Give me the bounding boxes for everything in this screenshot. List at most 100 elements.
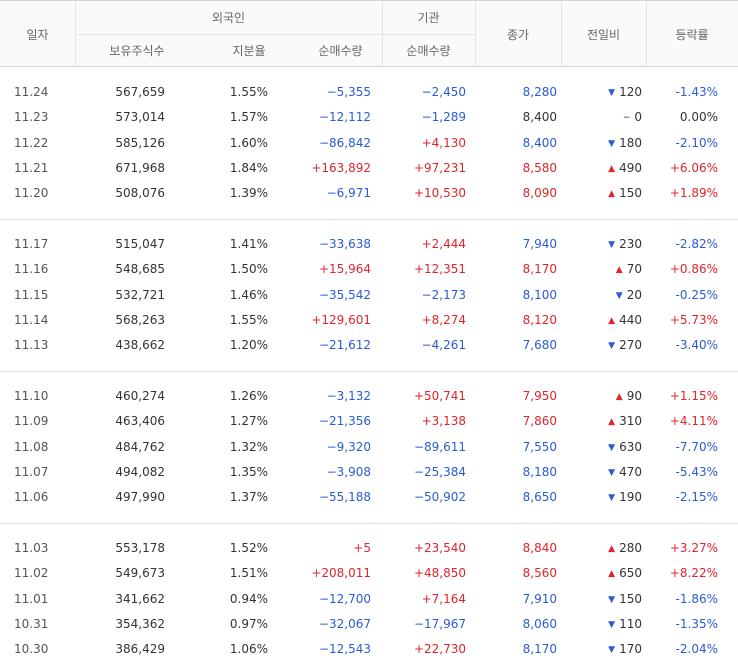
holding-cell: 484,762 xyxy=(115,439,165,454)
rate-cell: -2.10% xyxy=(675,135,718,150)
header-date: 일자 xyxy=(26,27,49,42)
inst-net-cell: +8,274 xyxy=(421,312,466,327)
table-row: 11.16 548,685 1.50% +15,964 +12,351 8,170 ▲ 70 +… xyxy=(0,257,738,282)
diff-cell: ▲ 150 xyxy=(608,181,642,206)
diff-value: 90 xyxy=(626,389,642,403)
close-cell: 8,060 xyxy=(522,616,557,631)
inst-net-cell: −25,384 xyxy=(413,464,466,479)
diff-value: 70 xyxy=(626,262,642,277)
foreign-net-cell: +129,601 xyxy=(311,312,371,327)
inst-net-cell: +50,741 xyxy=(413,389,466,403)
close-cell: 8,840 xyxy=(522,541,557,555)
rate-cell: -2.15% xyxy=(675,490,718,505)
rate-cell: +0.86% xyxy=(669,262,718,277)
foreign-net-cell: +5 xyxy=(353,541,371,555)
inst-net-cell: +97,231 xyxy=(413,160,466,175)
diff-value: 280 xyxy=(619,541,642,555)
table-row: 11.10 460,274 1.26% −3,132 +50,741 7,950 ▲ 90 +1… xyxy=(0,384,738,409)
rate-cell: -2.82% xyxy=(675,237,718,251)
ratio-cell: 1.55% xyxy=(229,85,268,99)
rate-cell: -1.86% xyxy=(675,591,718,606)
table-row: 11.06 497,990 1.37% −55,188 −50,902 8,650 ▼ 190… xyxy=(0,485,738,510)
date-cell: 11.24 xyxy=(14,85,49,99)
table-row: 11.01 341,662 0.94% −12,700 +7,164 7,910 ▼ 150 -… xyxy=(0,587,738,612)
date-cell: 11.07 xyxy=(14,464,49,479)
ratio-cell: 1.32% xyxy=(229,439,268,454)
table-row: 11.03 553,178 1.52% +5 +23,540 8,840 ▲ 280 +3.27… xyxy=(0,536,738,561)
close-cell: 8,120 xyxy=(522,312,557,327)
rate-cell: +1.15% xyxy=(669,389,718,403)
header-holding: 보유주식수 xyxy=(109,44,165,58)
close-cell: 8,170 xyxy=(522,642,557,657)
inst-net-cell: +7,164 xyxy=(421,591,466,606)
rate-cell: -1.43% xyxy=(675,85,718,99)
holding-cell: 354,362 xyxy=(115,616,165,631)
date-cell: 11.01 xyxy=(14,591,49,606)
holding-cell: 549,673 xyxy=(115,566,165,581)
diff-cell: ▲ 650 xyxy=(608,561,642,586)
triangle-up-icon: ▲ xyxy=(615,265,623,276)
close-cell: 8,650 xyxy=(522,490,557,505)
inst-net-cell: +2,444 xyxy=(421,237,466,251)
triangle-up-icon: ▲ xyxy=(608,544,616,554)
rate-cell: +4.11% xyxy=(669,414,718,429)
triangle-up-icon: ▲ xyxy=(615,392,623,402)
header-divider xyxy=(646,1,647,67)
table-row: 11.07 494,082 1.35% −3,908 −25,384 8,180 ▼ 470 -… xyxy=(0,460,738,485)
inst-net-cell: −17,967 xyxy=(413,616,466,631)
table-row: 11.09 463,406 1.27% −21,356 +3,138 7,860 ▲ 310 +… xyxy=(0,409,738,434)
triangle-up-icon: ▲ xyxy=(608,569,616,580)
inst-net-cell: +10,530 xyxy=(413,186,466,201)
inst-net-cell: −2,450 xyxy=(421,85,466,99)
header-divider xyxy=(75,34,475,35)
inst-net-cell: −89,611 xyxy=(413,439,466,454)
group-separator xyxy=(0,523,738,524)
rate-cell: 0.00% xyxy=(679,110,718,125)
ratio-cell: 1.26% xyxy=(229,389,268,403)
inst-net-cell: +23,540 xyxy=(413,541,466,555)
table-row: 11.20 508,076 1.39% −6,971 +10,530 8,090 ▲ 150 +… xyxy=(0,181,738,206)
header-close: 종가 xyxy=(506,27,530,42)
foreign-net-cell: −32,067 xyxy=(318,616,371,631)
date-cell: 11.20 xyxy=(14,186,49,201)
close-cell: 8,560 xyxy=(522,566,557,581)
ratio-cell: 1.55% xyxy=(229,312,268,327)
triangle-up-icon: ▲ xyxy=(608,315,616,326)
diff-cell: ▼ 170 xyxy=(608,637,642,662)
diff-value: 270 xyxy=(619,338,642,353)
date-cell: 11.15 xyxy=(14,287,49,302)
close-cell: 7,910 xyxy=(522,591,557,606)
rate-cell: +5.73% xyxy=(669,312,718,327)
holding-cell: 568,263 xyxy=(115,312,165,327)
foreign-net-cell: +163,892 xyxy=(311,160,371,175)
triangle-down-icon: ▼ xyxy=(608,341,616,352)
date-cell: 11.13 xyxy=(14,338,49,353)
rate-cell: -3.40% xyxy=(675,338,718,353)
rate-cell: -1.35% xyxy=(675,616,718,631)
ratio-cell: 1.27% xyxy=(229,414,268,429)
rate-cell: +6.06% xyxy=(669,160,718,175)
triangle-down-icon: ▼ xyxy=(608,442,616,453)
diff-value: 0 xyxy=(634,110,642,125)
header-rate: 등락률 xyxy=(675,27,709,42)
inst-net-cell: +4,130 xyxy=(421,135,466,150)
date-cell: 11.10 xyxy=(14,389,49,403)
triangle-down-icon: ▼ xyxy=(608,240,616,250)
triangle-down-icon: ▼ xyxy=(608,619,616,630)
date-cell: 11.03 xyxy=(14,541,49,555)
diff-cell: ▼ 120 xyxy=(608,80,642,105)
foreign-net-cell: +208,011 xyxy=(311,566,371,581)
diff-cell: ▼ 270 xyxy=(608,333,642,358)
inst-net-cell: +12,351 xyxy=(413,262,466,277)
inst-net-cell: −50,902 xyxy=(413,490,466,505)
diff-cell: ▲ 70 xyxy=(616,257,642,282)
close-cell: 8,100 xyxy=(522,287,557,302)
rate-cell: +3.27% xyxy=(669,541,718,555)
diff-value: 150 xyxy=(619,186,642,201)
ratio-cell: 0.97% xyxy=(229,616,268,631)
inst-net-cell: −1,289 xyxy=(421,110,466,125)
close-cell: 8,090 xyxy=(522,186,557,201)
foreign-net-cell: −35,542 xyxy=(318,287,371,302)
foreign-net-cell: −21,612 xyxy=(318,338,371,353)
close-cell: 7,680 xyxy=(522,338,557,353)
